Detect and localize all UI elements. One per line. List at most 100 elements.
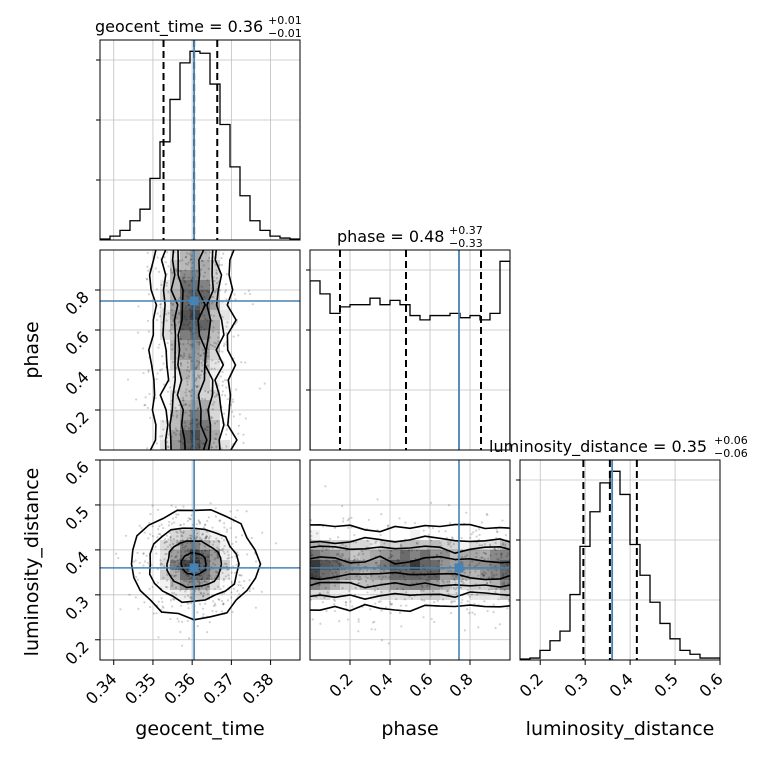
sample-point — [329, 569, 332, 572]
sample-point — [449, 540, 452, 544]
sample-point — [219, 587, 222, 591]
tick-marks — [95, 59, 721, 665]
sample-point — [388, 589, 391, 592]
sample-point — [399, 604, 402, 607]
sample-point — [428, 537, 431, 540]
sample-point — [478, 586, 481, 590]
sample-point — [186, 263, 189, 266]
sample-point — [217, 540, 221, 543]
sample-point — [186, 519, 189, 523]
sample-point — [349, 600, 352, 603]
sample-point — [220, 263, 224, 266]
sample-point — [159, 303, 162, 306]
sample-point — [174, 427, 177, 430]
sample-point — [357, 563, 360, 566]
sample-point — [187, 569, 190, 573]
sample-point — [177, 620, 180, 623]
sample-point — [187, 602, 190, 605]
density-cell — [360, 540, 370, 550]
contour-line — [310, 545, 510, 589]
sample-point — [179, 558, 182, 561]
sample-point — [188, 355, 191, 358]
density-cell — [210, 530, 220, 540]
sample-point — [209, 251, 212, 254]
sample-point — [167, 433, 170, 436]
sample-point — [198, 342, 201, 345]
sample-point — [175, 316, 178, 319]
panel-frame — [519, 459, 721, 661]
sample-point — [204, 587, 208, 590]
sample-point — [489, 554, 492, 557]
sample-point — [199, 536, 202, 539]
sample-point — [186, 369, 189, 372]
density-cell — [190, 540, 200, 550]
sample-point — [177, 570, 180, 573]
sample-point — [236, 509, 239, 512]
sample-point — [186, 380, 189, 383]
sample-point — [172, 375, 175, 379]
sample-point — [503, 583, 506, 586]
sample-point — [378, 575, 381, 579]
density-cell — [440, 550, 450, 560]
panel-hist-phase — [310, 250, 510, 450]
sample-point — [165, 319, 168, 322]
sample-point — [155, 612, 158, 615]
density-cell — [180, 300, 190, 310]
sample-point — [189, 258, 192, 262]
sample-point — [189, 541, 192, 544]
sample-point — [238, 573, 241, 577]
density-cell — [180, 400, 190, 410]
sample-point — [216, 555, 219, 558]
sample-point — [496, 530, 499, 534]
sample-point — [168, 329, 171, 332]
y-tick-label-phase: 0.6 — [61, 327, 92, 358]
sample-point — [435, 553, 439, 557]
sample-point — [357, 630, 360, 633]
sample-point — [203, 314, 206, 317]
sample-point — [227, 556, 231, 559]
sample-point — [336, 536, 340, 539]
sample-point — [230, 556, 234, 559]
sample-point — [364, 575, 367, 578]
density-cell — [380, 570, 390, 580]
sample-point — [311, 553, 314, 557]
sample-point — [184, 425, 187, 428]
density-cell — [400, 560, 410, 570]
sample-point — [203, 428, 207, 431]
sample-point — [179, 362, 182, 365]
sample-point — [376, 587, 380, 590]
sample-point — [234, 322, 237, 326]
sample-point — [180, 550, 183, 554]
sample-point — [383, 564, 386, 567]
sample-point — [145, 554, 148, 557]
sample-point — [177, 313, 181, 316]
x-tick-label-luminosity-distance: 0.3 — [561, 669, 592, 700]
sample-point — [488, 543, 492, 546]
sample-point — [147, 370, 150, 373]
sample-point — [466, 589, 469, 592]
density-cell — [180, 330, 190, 340]
sample-point — [196, 611, 199, 614]
density-cell — [210, 540, 220, 550]
sample-point — [500, 554, 503, 557]
sample-point — [263, 382, 266, 385]
sample-point — [483, 600, 486, 603]
density-cell — [170, 300, 180, 310]
sample-point — [188, 414, 191, 417]
sample-point — [383, 542, 386, 545]
sample-point — [190, 431, 194, 435]
sample-point — [157, 636, 160, 639]
sample-point — [207, 537, 211, 540]
sample-point — [319, 563, 322, 566]
sample-point — [199, 329, 203, 332]
sample-point — [142, 564, 145, 567]
sample-point — [462, 568, 466, 571]
sample-point — [151, 585, 154, 589]
density-cell — [490, 560, 500, 570]
title-luminosity-distance-plus: +0.06 — [714, 434, 748, 447]
density-cell — [500, 570, 510, 580]
density-cell — [440, 540, 450, 550]
sample-point — [460, 601, 463, 604]
sample-point — [410, 597, 414, 600]
sample-point — [206, 319, 209, 322]
